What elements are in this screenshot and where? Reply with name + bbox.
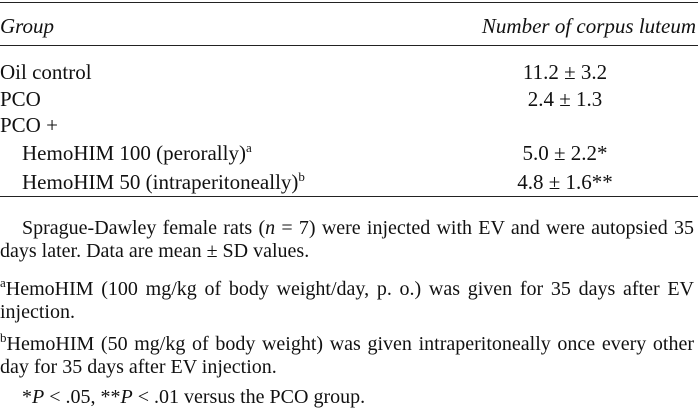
text: HemoHIM (50 mg/kg of body weight) was gi… [0, 333, 694, 378]
row-label: HemoHIM 50 (intraperitoneally)b [22, 170, 305, 194]
text: < .01 versus the PCO group. [132, 386, 366, 408]
text: = 7) were injected with EV and were auto… [0, 217, 694, 262]
text: < .05, ** [44, 386, 121, 408]
text: P [32, 386, 45, 408]
row-label: HemoHIM 100 (perorally)a [22, 141, 252, 165]
text: * [22, 386, 32, 408]
header-rule [0, 45, 698, 46]
superscript: b [0, 330, 7, 345]
footnote: aHemoHIM (100 mg/kg of body weight/day, … [0, 275, 694, 324]
superscript: a [245, 140, 252, 155]
row-label: Oil control [0, 60, 92, 84]
superscript: a [0, 275, 6, 290]
text: Sprague-Dawley female rats ( [22, 217, 266, 239]
row-value: 4.8 ± 1.6** [517, 170, 613, 194]
top-rule [0, 2, 698, 3]
text: Oil control [0, 60, 92, 84]
row-value: 5.0 ± 2.2* [522, 141, 608, 165]
row-label: PCO [0, 87, 41, 111]
text: HemoHIM 100 (perorally) [22, 141, 246, 165]
bottom-rule [0, 196, 698, 197]
row-label: PCO + [0, 113, 58, 137]
superscript: b [298, 169, 305, 184]
row-value: 11.2 ± 3.2 [522, 60, 608, 84]
text: n [265, 217, 276, 239]
header-cell: Number of corpus luteum [481, 14, 696, 38]
footnote: *P < .05, **P < .01 versus the PCO group… [0, 386, 694, 409]
text: PCO + [0, 113, 58, 137]
text: HemoHIM 50 (intraperitoneally) [22, 170, 299, 194]
row-value: 2.4 ± 1.3 [527, 87, 603, 111]
footnote: bHemoHIM (50 mg/kg of body weight) was g… [0, 330, 694, 379]
footnote: Sprague-Dawley female rats (n = 7) were … [0, 217, 694, 263]
text: HemoHIM (100 mg/kg of body weight/day, p… [0, 278, 694, 323]
header-cell: Group [0, 14, 55, 38]
text: P [120, 386, 133, 408]
text: PCO [0, 87, 41, 111]
